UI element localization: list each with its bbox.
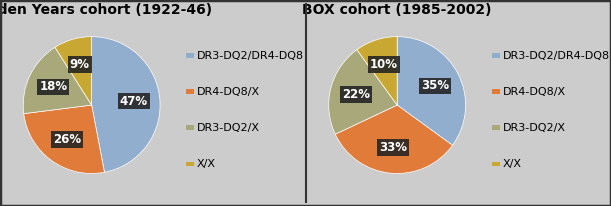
Text: DR3-DQ2/X: DR3-DQ2/X xyxy=(197,123,260,133)
Text: 10%: 10% xyxy=(370,58,398,71)
Wedge shape xyxy=(329,50,397,134)
Text: 35%: 35% xyxy=(421,79,449,92)
Text: DR4-DQ8/X: DR4-DQ8/X xyxy=(503,87,566,97)
Text: DR4-DQ8/X: DR4-DQ8/X xyxy=(197,87,260,97)
Title: BOX cohort (1985-2002): BOX cohort (1985-2002) xyxy=(302,3,492,17)
Wedge shape xyxy=(24,105,104,173)
Text: 22%: 22% xyxy=(342,88,370,101)
Text: 33%: 33% xyxy=(379,141,407,154)
Text: 47%: 47% xyxy=(120,95,148,108)
Title: Golden Years cohort (1922-46): Golden Years cohort (1922-46) xyxy=(0,3,212,17)
Wedge shape xyxy=(335,105,453,173)
Text: DR3-DQ2/DR4-DQ8: DR3-DQ2/DR4-DQ8 xyxy=(503,51,610,61)
Text: 26%: 26% xyxy=(53,133,81,146)
Text: 18%: 18% xyxy=(39,81,67,94)
Wedge shape xyxy=(357,37,397,105)
Wedge shape xyxy=(397,37,466,145)
Wedge shape xyxy=(23,47,92,114)
Text: X/X: X/X xyxy=(503,159,522,169)
Text: X/X: X/X xyxy=(197,159,216,169)
Text: DR3-DQ2/DR4-DQ8: DR3-DQ2/DR4-DQ8 xyxy=(197,51,304,61)
Wedge shape xyxy=(92,37,160,172)
Text: DR3-DQ2/X: DR3-DQ2/X xyxy=(503,123,566,133)
Wedge shape xyxy=(55,37,92,105)
Text: 9%: 9% xyxy=(70,58,90,71)
